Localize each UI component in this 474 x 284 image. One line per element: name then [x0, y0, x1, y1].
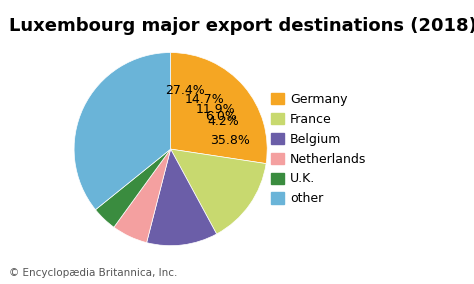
Wedge shape — [74, 53, 171, 210]
Wedge shape — [171, 53, 267, 164]
Text: 35.8%: 35.8% — [210, 134, 250, 147]
Text: 11.9%: 11.9% — [195, 103, 235, 116]
Legend: Germany, France, Belgium, Netherlands, U.K., other: Germany, France, Belgium, Netherlands, U… — [266, 88, 371, 210]
Text: 27.4%: 27.4% — [165, 84, 205, 97]
Wedge shape — [146, 149, 217, 246]
Text: 14.7%: 14.7% — [185, 93, 225, 106]
Wedge shape — [95, 149, 171, 227]
Text: © Encyclopædia Britannica, Inc.: © Encyclopædia Britannica, Inc. — [9, 268, 178, 278]
Text: Luxembourg major export destinations (2018): Luxembourg major export destinations (20… — [9, 17, 474, 35]
Wedge shape — [171, 149, 266, 234]
Text: 6.0%: 6.0% — [205, 110, 237, 123]
Text: 4.2%: 4.2% — [208, 114, 239, 128]
Wedge shape — [114, 149, 171, 243]
